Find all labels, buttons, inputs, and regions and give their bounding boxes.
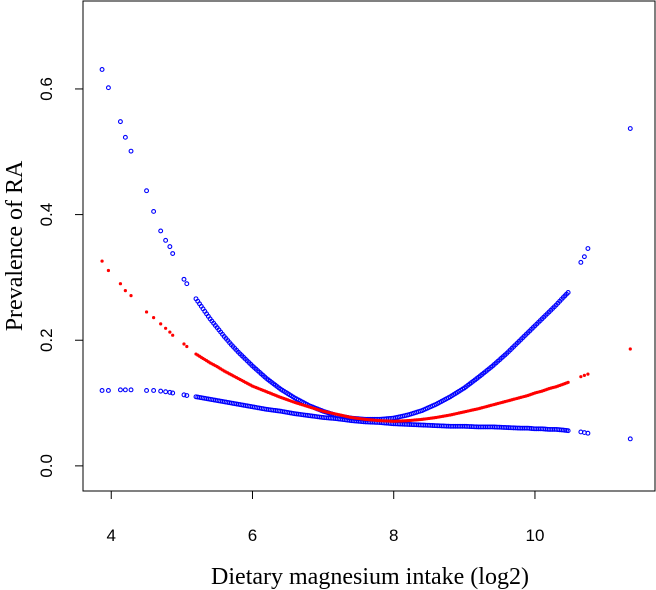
data-point	[163, 237, 169, 243]
data-point	[627, 126, 633, 131]
data-point	[181, 276, 187, 282]
data-point	[105, 388, 111, 393]
data-point	[106, 268, 111, 273]
data-point	[582, 373, 586, 378]
series-0	[100, 259, 632, 423]
y-tick-label: 0.6	[37, 77, 56, 101]
data-point	[122, 387, 128, 393]
series-2	[99, 387, 633, 442]
data-point	[122, 134, 128, 140]
data-point	[585, 430, 591, 436]
data-point	[117, 119, 123, 125]
data-point	[152, 316, 156, 320]
data-point	[167, 244, 173, 250]
data-point	[158, 388, 164, 394]
data-point	[100, 259, 104, 263]
y-axis-title: Prevalence of RA	[2, 160, 28, 331]
data-point	[628, 347, 632, 351]
x-tick-label: 6	[248, 526, 257, 545]
x-axis-title: Dietary magnesium intake (log2)	[211, 564, 529, 590]
data-points	[99, 67, 633, 442]
data-point	[99, 388, 105, 393]
data-point	[118, 282, 123, 286]
data-point	[585, 246, 591, 251]
data-point	[185, 344, 189, 349]
series-1	[99, 67, 633, 422]
data-point	[163, 389, 169, 395]
data-point	[581, 254, 587, 260]
data-point	[128, 387, 134, 393]
data-point	[128, 148, 134, 154]
data-point	[129, 294, 133, 298]
y-tick-label: 0.0	[37, 454, 56, 478]
plot-frame	[82, 0, 656, 492]
data-point	[151, 388, 157, 393]
data-point	[579, 375, 583, 379]
data-point	[117, 387, 123, 393]
data-point	[170, 390, 176, 396]
data-point	[167, 389, 173, 395]
data-point	[586, 372, 590, 376]
data-point	[566, 380, 570, 384]
x-tick-label: 4	[107, 526, 116, 545]
data-point	[627, 436, 633, 442]
data-point	[182, 342, 186, 346]
x-axis: 4 6 8 10	[107, 491, 544, 545]
data-point	[144, 188, 150, 194]
x-tick-label: 8	[389, 526, 398, 545]
data-point	[123, 289, 127, 293]
y-axis: 0.0 0.2 0.4 0.6	[37, 77, 83, 478]
x-tick-label: 10	[525, 526, 544, 545]
data-point	[170, 251, 176, 256]
data-point	[99, 67, 105, 72]
data-point	[578, 259, 584, 265]
data-point	[565, 290, 571, 295]
data-point	[565, 428, 571, 434]
y-tick-label: 0.4	[37, 203, 56, 227]
data-point	[144, 388, 150, 393]
y-tick-label: 0.2	[37, 328, 56, 352]
data-point	[151, 208, 157, 214]
data-point	[184, 393, 190, 398]
data-point	[181, 392, 187, 398]
data-point	[158, 228, 164, 234]
data-point	[164, 326, 168, 330]
data-point	[105, 85, 111, 91]
data-point	[171, 333, 175, 337]
data-point	[168, 330, 172, 334]
data-point	[159, 322, 163, 326]
data-point	[144, 310, 149, 314]
data-point	[184, 281, 190, 287]
